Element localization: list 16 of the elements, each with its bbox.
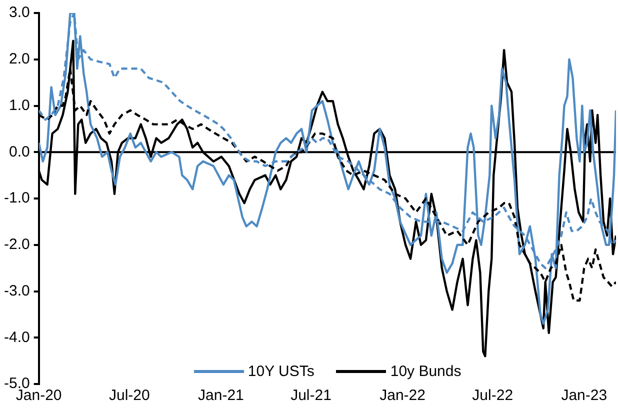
y-tick-label: 0.0 — [8, 143, 30, 160]
y-tick-label: -1.0 — [4, 190, 30, 207]
y-tick-label: -4.0 — [4, 328, 30, 346]
x-tick-label: Jan-23 — [561, 387, 608, 404]
x-tick-label: Jul-22 — [472, 387, 514, 404]
y-tick-label: 1.0 — [8, 96, 30, 114]
legend-label: 10y Bunds — [390, 363, 462, 380]
x-tick-label: Jan-21 — [198, 387, 244, 404]
x-tick-label: Jan-22 — [380, 387, 426, 404]
legend-label: 10Y USTs — [248, 363, 314, 380]
y-tick-label: -3.0 — [4, 282, 30, 300]
y-tick-label: 2.0 — [8, 50, 30, 68]
x-tick-label: Jul-20 — [108, 387, 150, 404]
y-tick-label: 3.0 — [8, 4, 30, 22]
y-tick-label: -2.0 — [4, 236, 30, 254]
x-tick-label: Jul-21 — [290, 387, 332, 404]
